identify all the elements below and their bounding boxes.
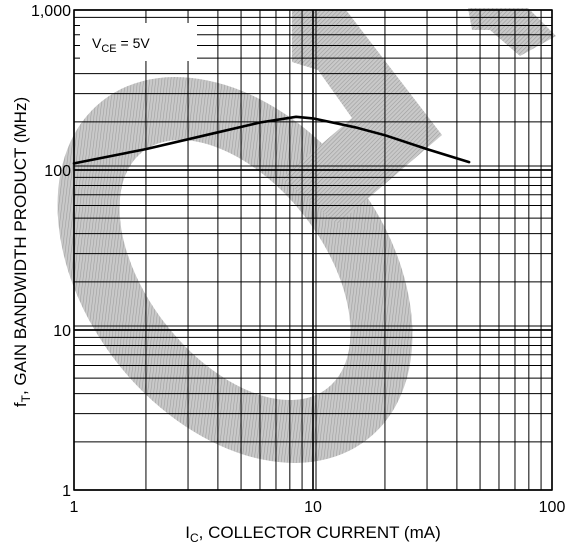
x-axis-label: IC, COLLECTOR CURRENT (mA) [185, 523, 441, 545]
tick-labels: 1 10 100 1 10 100 1,000 [31, 3, 565, 516]
annotation-text: VCE = 5V [92, 35, 150, 55]
annotation-box: VCE = 5V [80, 23, 197, 61]
y-tick-label: 1 [62, 483, 71, 500]
y-tick-label: 100 [44, 163, 71, 180]
y-tick-label: 10 [53, 323, 71, 340]
watermark-letter-s [468, 8, 556, 56]
grid [73, 9, 553, 491]
y-tick-label: 1,000 [31, 3, 71, 20]
x-tick-label: 1 [70, 499, 79, 516]
series-line [72, 115, 471, 165]
x-tick-label: 100 [539, 499, 566, 516]
plot-frame [73, 9, 553, 491]
x-tick-label: 10 [304, 499, 322, 516]
watermark-letter-o [57, 77, 413, 463]
series-layer [72, 115, 471, 165]
y-axis-label: fT, GAIN BANDWIDTH PRODUCT (MHz) [11, 97, 33, 407]
watermark [57, 8, 556, 463]
